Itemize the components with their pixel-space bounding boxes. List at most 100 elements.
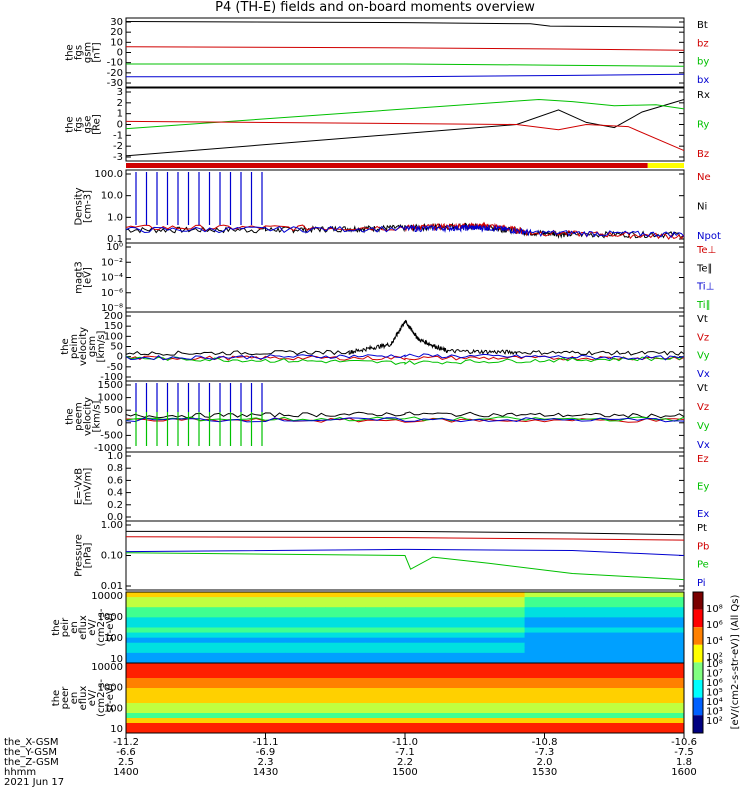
heatmap-cell bbox=[584, 647, 605, 654]
heatmap-cell bbox=[504, 617, 526, 623]
heatmap-cell bbox=[524, 652, 545, 659]
heatmap-cell bbox=[185, 713, 207, 719]
heatmap-cell bbox=[345, 713, 366, 719]
heatmap-cell bbox=[245, 642, 266, 649]
heatmap-cell bbox=[664, 622, 685, 628]
heatmap-cell bbox=[385, 693, 406, 699]
heatmap-cell bbox=[624, 703, 645, 709]
heatmap-cell bbox=[584, 642, 605, 649]
colorbar-tick: 10⁴ bbox=[706, 697, 723, 708]
heatmap-cell bbox=[345, 678, 366, 684]
heatmap-cell bbox=[365, 627, 386, 634]
heatmap-cell bbox=[464, 668, 486, 674]
heatmap-cell bbox=[285, 642, 306, 649]
heatmap-cell bbox=[664, 647, 685, 654]
heatmap-cell bbox=[265, 703, 286, 709]
heatmap-cell bbox=[644, 678, 665, 684]
series-Bt bbox=[125, 21, 685, 28]
heatmap-cell bbox=[185, 627, 207, 634]
heatmap-cell bbox=[424, 632, 446, 639]
heatmap-cell bbox=[126, 642, 147, 649]
heatmap-cell bbox=[604, 597, 625, 603]
panel-3 bbox=[125, 169, 685, 244]
y-tick-label: 50 bbox=[110, 342, 123, 353]
heatmap-cell bbox=[624, 592, 645, 598]
heatmap-cell bbox=[604, 637, 625, 644]
heatmap-cell bbox=[524, 597, 545, 603]
heatmap-cell bbox=[145, 728, 167, 734]
heatmap-cell bbox=[444, 617, 466, 623]
heatmap-cell bbox=[145, 703, 167, 709]
heatmap-cell bbox=[185, 652, 207, 659]
legend-bz: bz bbox=[697, 38, 709, 49]
heatmap-cell bbox=[245, 632, 266, 639]
heatmap-cell bbox=[305, 723, 326, 729]
x-date-label: 2021 Jun 17 bbox=[4, 777, 64, 788]
heatmap-cell bbox=[624, 602, 645, 608]
heatmap-cell bbox=[345, 698, 366, 704]
heatmap-cell bbox=[126, 683, 147, 689]
y-tick-label: 10⁻⁸ bbox=[101, 303, 123, 314]
heatmap-cell bbox=[484, 693, 506, 699]
heatmap-cell bbox=[225, 728, 247, 734]
y-axis-label: [Re] bbox=[92, 114, 103, 135]
colorbar-swatch bbox=[693, 662, 703, 680]
heatmap-cell bbox=[604, 728, 625, 734]
y-tick-label: 1.0 bbox=[107, 451, 123, 462]
legend-Ti∥: Ti∥ bbox=[696, 300, 711, 311]
y-axis-label: en bbox=[69, 692, 80, 705]
heatmap-cell bbox=[305, 657, 326, 664]
y-tick-label: 1000 bbox=[98, 612, 123, 623]
heatmap-cell bbox=[424, 673, 446, 679]
heatmap-cell bbox=[405, 592, 426, 598]
heatmap-cell bbox=[225, 673, 247, 679]
heatmap-cell bbox=[225, 723, 247, 729]
heatmap-cell bbox=[126, 627, 147, 634]
heatmap-cell bbox=[664, 632, 685, 639]
series-Pe bbox=[125, 552, 685, 581]
heatmap-cell bbox=[544, 718, 565, 724]
heatmap-cell bbox=[624, 627, 645, 634]
heatmap-cell bbox=[464, 723, 486, 729]
heatmap-cell bbox=[644, 637, 665, 644]
heatmap-cell bbox=[444, 602, 466, 608]
x-row-label: hhmm bbox=[4, 767, 36, 778]
y-axis-label: eV/ bbox=[87, 689, 98, 706]
heatmap-cell bbox=[524, 728, 545, 734]
y-tick-label: 0.1 bbox=[107, 234, 123, 245]
heatmap-cell bbox=[444, 597, 466, 603]
heatmap-cell bbox=[624, 683, 645, 689]
heatmap-cell bbox=[325, 723, 346, 729]
heatmap-cell bbox=[584, 627, 605, 634]
heatmap-cell bbox=[644, 657, 665, 664]
heatmap-cell bbox=[145, 642, 167, 649]
heatmap-cell bbox=[664, 713, 685, 719]
heatmap-cell bbox=[305, 673, 326, 679]
heatmap-cell bbox=[145, 708, 167, 714]
heatmap-cell bbox=[225, 678, 247, 684]
heatmap-cell bbox=[484, 647, 506, 654]
heatmap-cell bbox=[185, 617, 207, 623]
heatmap-cell bbox=[145, 673, 167, 679]
heatmap-cell bbox=[604, 708, 625, 714]
heatmap-cell bbox=[604, 678, 625, 684]
heatmap-cell bbox=[126, 728, 147, 734]
y-axis-label: Pressure bbox=[74, 534, 85, 577]
heatmap-cell bbox=[464, 637, 486, 644]
heatmap-cell bbox=[544, 617, 565, 623]
heatmap-cell bbox=[604, 698, 625, 704]
heatmap-cell bbox=[245, 637, 266, 644]
heatmap-cell bbox=[544, 703, 565, 709]
heatmap-cell bbox=[524, 657, 545, 664]
heatmap-cell bbox=[365, 688, 386, 694]
heatmap-cell bbox=[524, 703, 545, 709]
heatmap-cell bbox=[504, 647, 526, 654]
y-tick-label: 10⁻⁶ bbox=[101, 288, 123, 299]
heatmap-cell bbox=[464, 663, 486, 669]
legend-Pi: Pi bbox=[697, 578, 706, 589]
heatmap-cell bbox=[305, 637, 326, 644]
heatmap-cell bbox=[584, 602, 605, 608]
heatmap-cell bbox=[484, 617, 506, 623]
y-tick-label: -20 bbox=[107, 68, 123, 79]
heatmap-cell bbox=[464, 678, 486, 684]
